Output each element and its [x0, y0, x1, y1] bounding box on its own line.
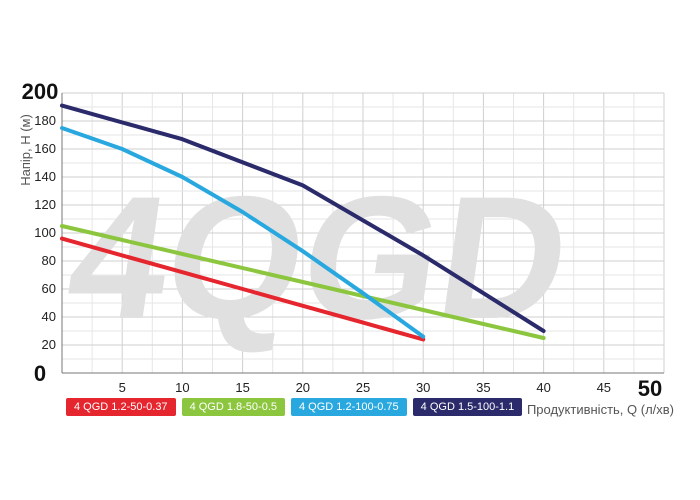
y-tick-label: 100	[34, 225, 56, 240]
x-tick-label: 45	[597, 380, 611, 395]
legend-item-4: 4 QGD 1.5-100-1.1	[412, 398, 523, 416]
x-axis-title: Продуктивність, Q (л/хв)	[527, 402, 674, 417]
x-tick-label: 25	[356, 380, 370, 395]
series-line-1	[60, 236, 426, 342]
x-tick-label: 30	[416, 380, 430, 395]
legend-item-2: 4 QGD 1.8-50-0.5	[181, 398, 285, 416]
chart-series	[60, 103, 546, 342]
series-line-3	[60, 126, 426, 339]
y-tick-label: 180	[34, 113, 56, 128]
x-tick-label: 35	[476, 380, 490, 395]
x-tick-label: 10	[175, 380, 189, 395]
y-tick-label: 140	[34, 169, 56, 184]
y-tick-label: 20	[42, 337, 56, 352]
y-axis-ticks: 0 20 40 60 80 100 120 140 160 180 200	[22, 79, 59, 386]
x-axis-ticks: 5 10 15 20 25 30 35 40 45 50	[119, 376, 663, 401]
legend-item-1: 4 QGD 1.2-50-0.37	[66, 398, 176, 416]
y-tick-label: 160	[34, 141, 56, 156]
y-tick-label: 60	[42, 281, 56, 296]
y-axis-title: Напір, H (м)	[18, 114, 33, 186]
x-tick-label: 5	[119, 380, 126, 395]
chart-legend: 4 QGD 1.2-50-0.37 4 QGD 1.8-50-0.5 4 QGD 1…	[66, 398, 523, 416]
chart-axes	[61, 93, 664, 374]
y-tick-label: 0	[34, 361, 46, 386]
chart-grid	[61, 92, 665, 374]
x-tick-label: 40	[536, 380, 550, 395]
series-line-2	[60, 224, 546, 340]
y-tick-label: 120	[34, 197, 56, 212]
legend-item-3: 4 QGD 1.2-100-0.75	[291, 398, 407, 416]
y-tick-label: 80	[42, 253, 56, 268]
x-tick-label: 50	[638, 376, 662, 401]
series-line-4	[60, 103, 546, 333]
x-tick-label: 15	[235, 380, 249, 395]
y-tick-label: 40	[42, 309, 56, 324]
y-tick-label: 200	[22, 79, 59, 104]
x-tick-label: 20	[296, 380, 310, 395]
